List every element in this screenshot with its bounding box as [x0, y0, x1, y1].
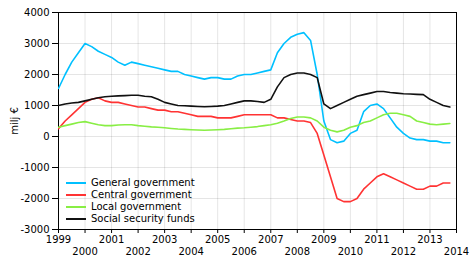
svg-text:2002: 2002: [125, 246, 150, 257]
svg-text:2008: 2008: [285, 246, 310, 257]
svg-text:milj €: milj €: [9, 107, 20, 135]
svg-text:2011: 2011: [364, 234, 389, 245]
svg-text:2005: 2005: [205, 234, 230, 245]
svg-text:2006: 2006: [232, 246, 257, 257]
html-text:Social security funds: Social security funds: [91, 213, 195, 224]
html-text:General government: General government: [91, 177, 195, 188]
svg-text:2007: 2007: [258, 234, 283, 245]
svg-text:0: 0: [43, 131, 49, 142]
svg-text:2013: 2013: [417, 234, 442, 245]
svg-text:2000: 2000: [24, 69, 49, 80]
svg-text:2012: 2012: [391, 246, 416, 257]
svg-text:-2000: -2000: [20, 193, 49, 204]
svg-text:4000: 4000: [24, 7, 49, 18]
svg-text:2009: 2009: [311, 234, 336, 245]
svg-text:1000: 1000: [24, 100, 49, 111]
svg-text:2000: 2000: [72, 246, 97, 257]
svg-text:-3000: -3000: [20, 223, 50, 235]
svg-text:3000: 3000: [24, 38, 49, 49]
svg-text:2010: 2010: [338, 246, 363, 257]
svg-text:2014: 2014: [444, 246, 469, 257]
svg-text:2001: 2001: [99, 234, 124, 245]
svg-text:2003: 2003: [152, 234, 177, 245]
html-text:Local government: Local government: [91, 201, 182, 212]
svg-text:-1000: -1000: [20, 162, 49, 173]
svg-text:1999: 1999: [46, 234, 71, 245]
html-text:Central government: Central government: [91, 189, 192, 200]
svg-text:2004: 2004: [178, 246, 203, 257]
